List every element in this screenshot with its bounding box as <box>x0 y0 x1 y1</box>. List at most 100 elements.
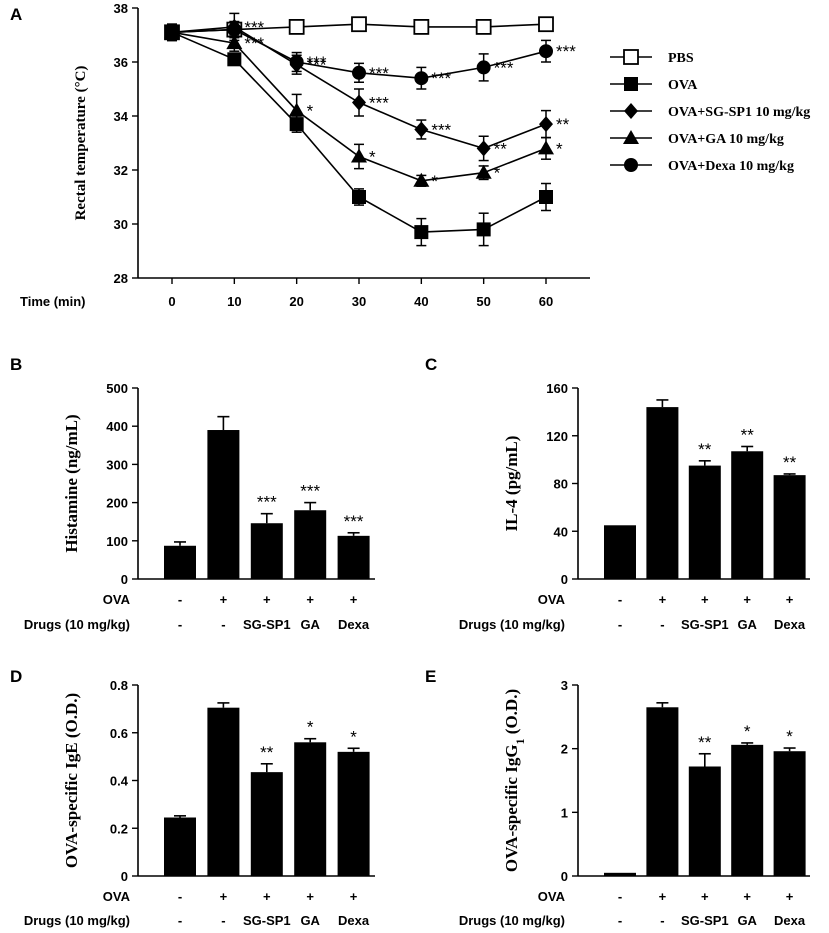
bar <box>207 707 240 876</box>
y-tick-label: 160 <box>546 381 568 396</box>
bar <box>164 545 196 579</box>
bar <box>294 510 327 579</box>
significance-label: *** <box>244 18 264 37</box>
marker-triangle <box>413 172 430 187</box>
marker-open-square <box>623 49 639 65</box>
significance-label: *** <box>244 34 264 53</box>
ova-row-value: + <box>306 889 314 904</box>
legend-label: PBS <box>668 51 694 66</box>
marker-triangle <box>351 148 367 163</box>
marker-triangle <box>623 130 639 144</box>
significance-label: * <box>307 718 314 737</box>
marker-triangle <box>475 164 492 179</box>
bar <box>688 465 721 579</box>
y-tick-label: 28 <box>114 271 128 286</box>
y-tick-label: 3 <box>561 678 568 693</box>
y-tick-label: 500 <box>106 381 128 396</box>
ova-row-value: + <box>743 889 751 904</box>
drug-row-value: SG-SP1 <box>681 617 729 632</box>
bar <box>294 742 327 876</box>
significance-label: *** <box>257 493 277 512</box>
marker-triangle <box>538 140 554 155</box>
drug-row-label: Drugs (10 mg/kg) <box>459 617 565 632</box>
significance-label: *** <box>556 42 576 61</box>
bar <box>731 744 764 876</box>
y-axis-title: Histamine (ng/mL) <box>62 414 81 552</box>
ova-row-value: + <box>786 889 794 904</box>
drug-row-value: SG-SP1 <box>681 913 729 928</box>
ova-row-value: + <box>220 889 228 904</box>
drug-row-value: - <box>660 913 664 928</box>
marker-diamond <box>476 140 491 157</box>
ova-row-value: + <box>350 889 358 904</box>
y-tick-label: 120 <box>546 429 568 444</box>
x-axis-title: Time (min) <box>20 294 86 309</box>
marker-circle <box>414 71 429 86</box>
marker-circle <box>624 158 638 172</box>
drug-row-value: - <box>178 913 182 928</box>
ova-row-value: + <box>786 592 794 607</box>
significance-label: * <box>369 148 376 167</box>
significance-label: *** <box>369 64 389 83</box>
legend-label: OVA+GA 10 mg/kg <box>668 132 784 147</box>
drug-row-value: GA <box>300 617 320 632</box>
significance-label: *** <box>369 94 389 113</box>
ova-row-value: + <box>701 889 709 904</box>
legend-label: OVA+Dexa 10 mg/kg <box>668 159 794 174</box>
marker-circle <box>476 60 491 75</box>
bar <box>604 872 636 876</box>
significance-label: ** <box>260 743 274 762</box>
drug-row-label: Drugs (10 mg/kg) <box>459 913 565 928</box>
series-ova-sg-sp1-10-mg-kg: **************** <box>165 12 570 162</box>
marker-filled-square <box>414 225 429 240</box>
marker-open-square <box>475 18 492 35</box>
marker-circle <box>539 44 553 59</box>
bar <box>773 475 806 579</box>
panel-label-d: D <box>10 667 22 686</box>
y-tick-label: 100 <box>106 534 128 549</box>
significance-label: *** <box>307 53 327 72</box>
ova-row-value: + <box>220 592 228 607</box>
y-tick-label: 0.2 <box>110 821 128 836</box>
y-tick-label: 30 <box>114 217 128 232</box>
significance-label: * <box>494 164 501 183</box>
x-tick-label: 50 <box>476 294 490 309</box>
bar <box>646 407 679 579</box>
drug-row-value: - <box>660 617 664 632</box>
marker-diamond <box>352 94 366 111</box>
y-tick-label: 300 <box>106 457 128 472</box>
y-tick-label: 1 <box>561 805 568 820</box>
panel-label-c: C <box>425 355 437 374</box>
legend-label: OVA+SG-SP1 10 mg/kg <box>668 105 810 120</box>
marker-filled-square <box>352 190 366 204</box>
ova-row-value: + <box>263 889 271 904</box>
y-tick-label: 0 <box>121 869 128 884</box>
series-ova-ga-10-mg-kg: ****** ** <box>164 23 563 191</box>
marker-open-square <box>351 16 367 33</box>
ova-row-label: OVA <box>103 889 131 904</box>
series-pbs <box>164 16 554 42</box>
ova-row-value: + <box>263 592 271 607</box>
significance-label: * <box>307 102 314 121</box>
x-tick-label: 30 <box>352 294 366 309</box>
bar <box>207 430 240 579</box>
ova-row-label: OVA <box>538 592 566 607</box>
ova-row-value: + <box>743 592 751 607</box>
x-tick-label: 0 <box>168 294 175 309</box>
legend-label: OVA <box>668 78 698 93</box>
x-tick-label: 40 <box>414 294 428 309</box>
drug-row-value: - <box>618 913 622 928</box>
significance-label: ** <box>556 115 570 134</box>
marker-filled-square <box>227 52 242 67</box>
chart-rectal-temperature: 28 30 32 34 36 38 0 10 20 30 40 50 60 Time (min) Recta… <box>20 1 810 309</box>
ova-row-label: OVA <box>103 592 131 607</box>
significance-label: *** <box>431 121 451 140</box>
significance-label: *** <box>300 482 320 501</box>
ova-row-value: - <box>618 889 622 904</box>
chart-il4: 0 40 80 120 160 IL-4 (pg/mL) - - + - ** + SG-SP1 ** + G… <box>459 381 810 632</box>
marker-triangle <box>226 35 243 50</box>
chart-ige: 0 0.2 0.4 0.6 0.8 OVA-specific IgE (O.D.) - - + -… <box>24 678 375 928</box>
ova-row-value: + <box>306 592 314 607</box>
ova-row-value: + <box>350 592 358 607</box>
